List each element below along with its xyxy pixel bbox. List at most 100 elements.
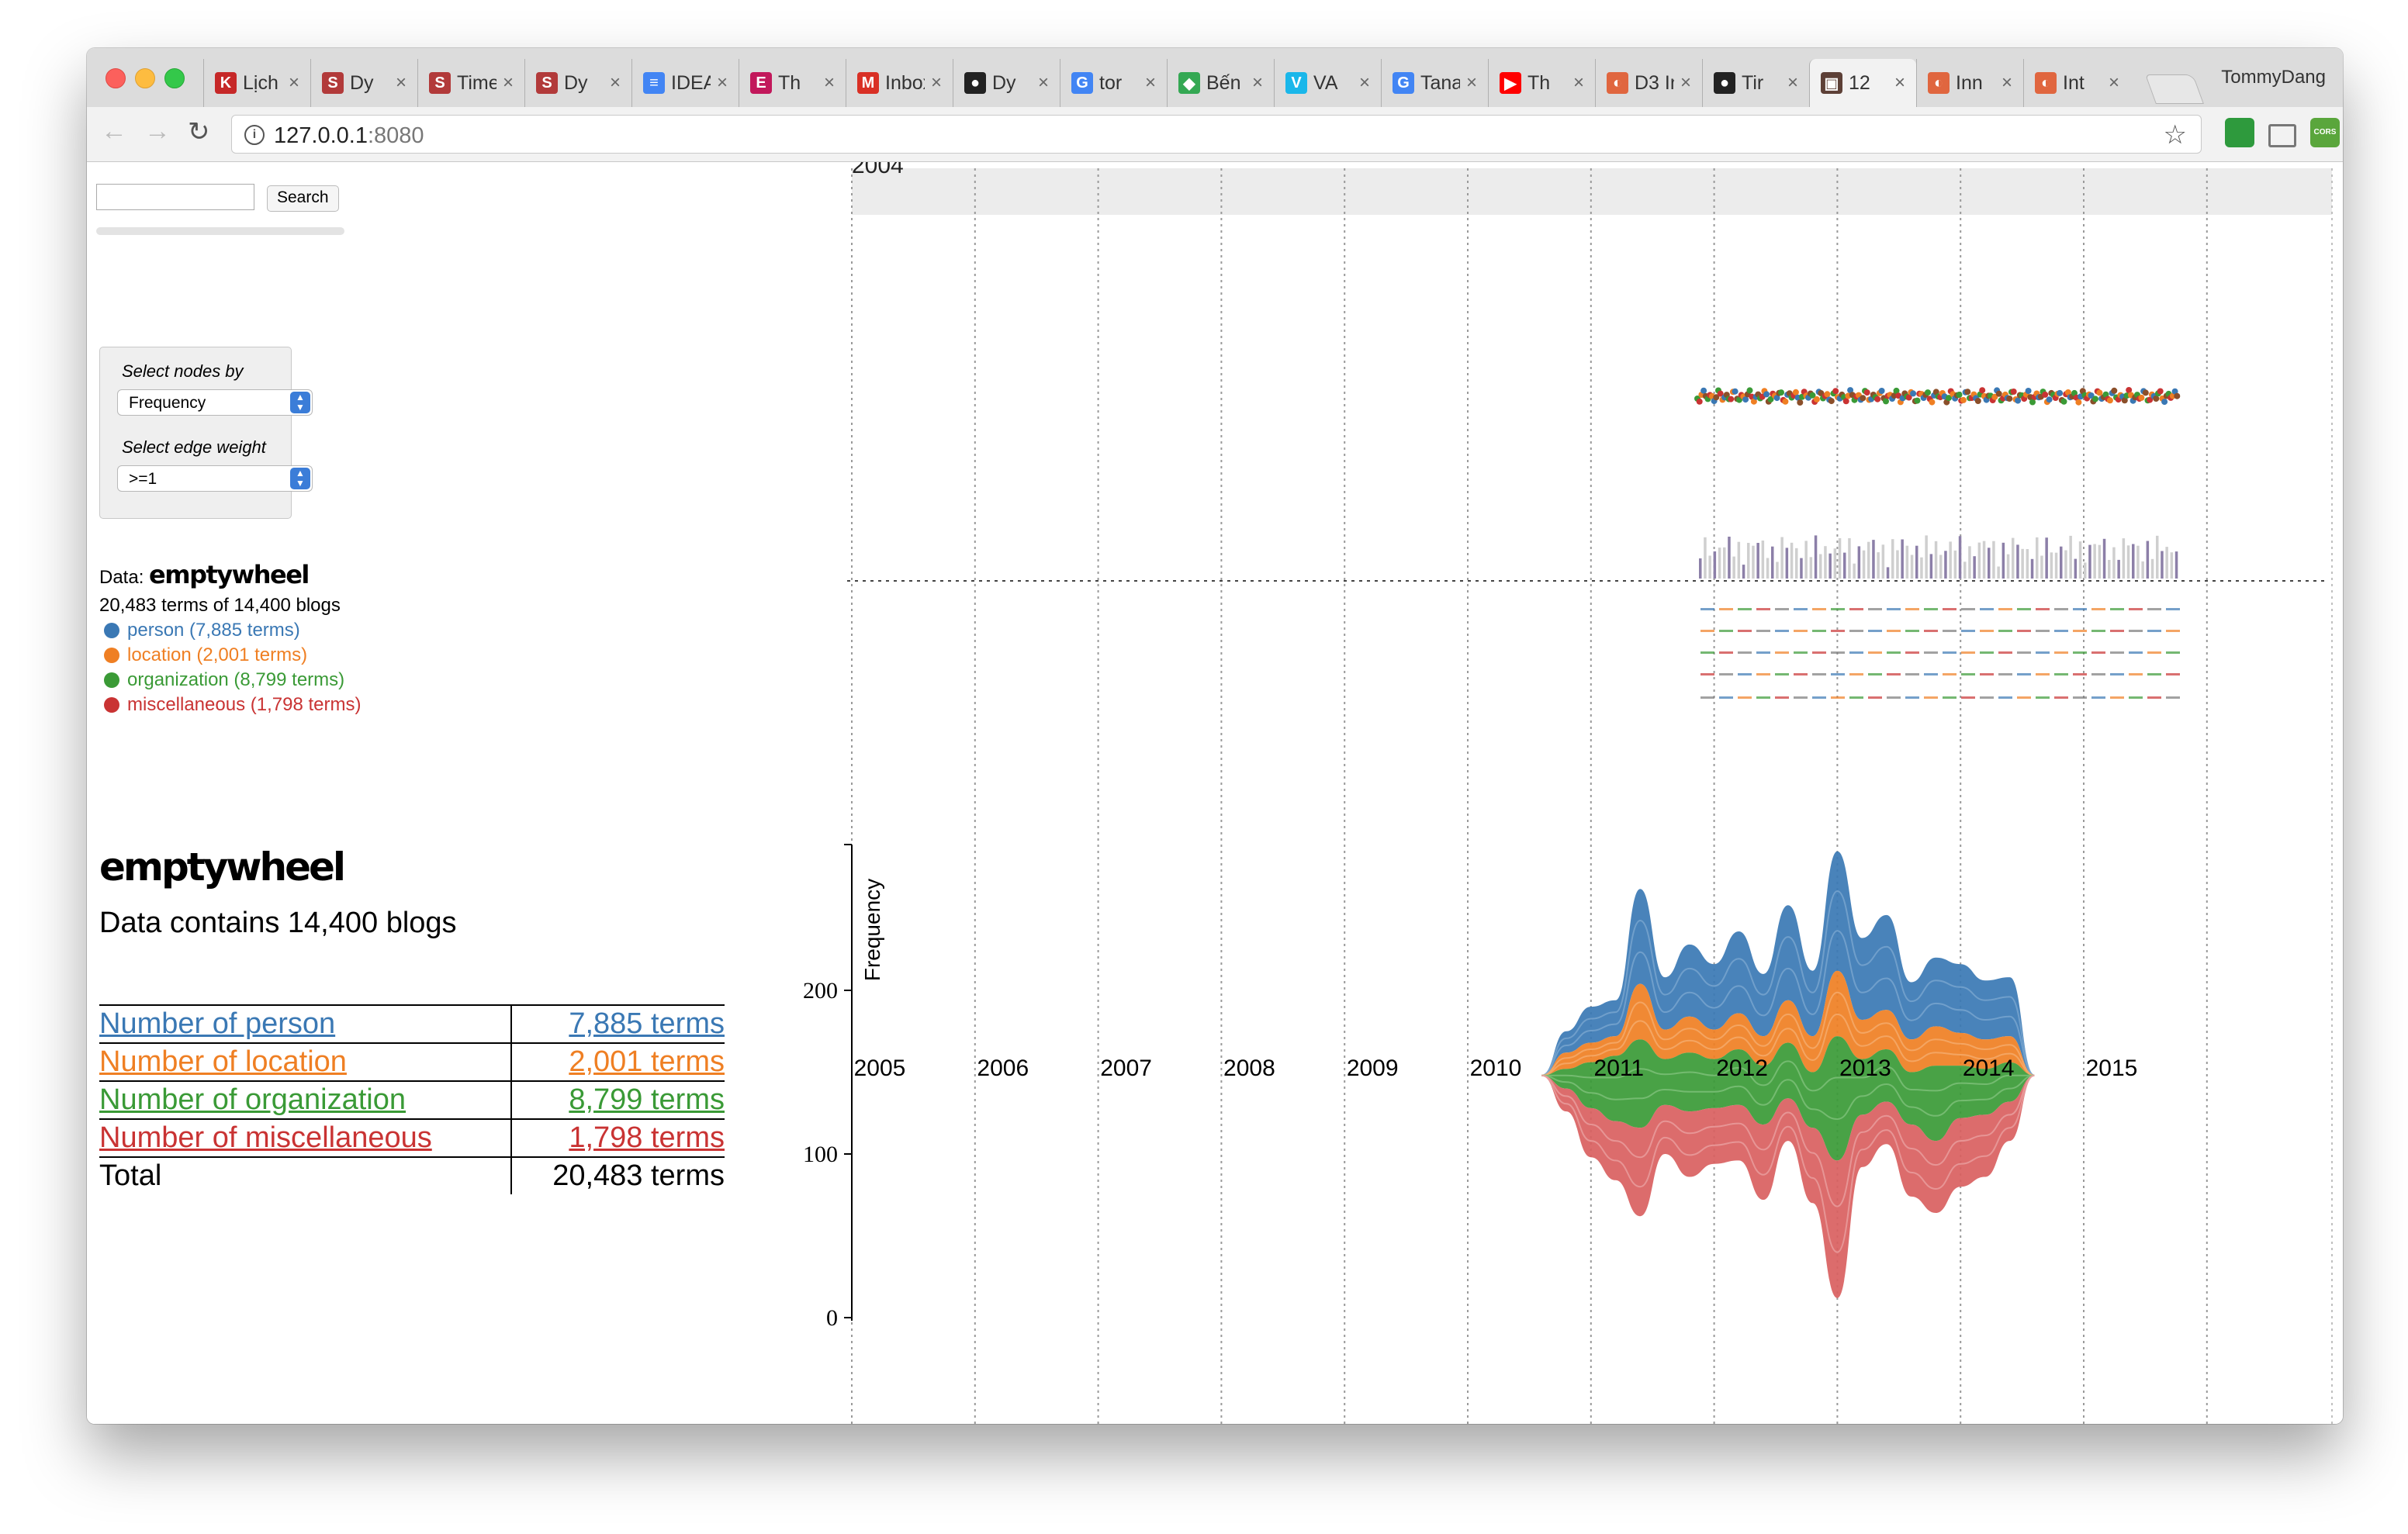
term-cluster[interactable] <box>1868 673 1882 675</box>
term-cluster[interactable] <box>1719 630 1733 632</box>
close-tab-icon[interactable]: × <box>930 72 942 93</box>
browser-tab[interactable]: ▣ 12 × <box>1809 59 1916 107</box>
term-cluster[interactable] <box>2073 608 2087 610</box>
term-cluster[interactable] <box>2147 630 2161 632</box>
network-node[interactable] <box>1809 392 1816 399</box>
term-cluster[interactable] <box>2017 696 2031 699</box>
network-node[interactable] <box>1946 395 1952 402</box>
network-node[interactable] <box>1732 388 1739 395</box>
term-cluster[interactable] <box>1998 673 2012 675</box>
network-node[interactable] <box>1717 390 1724 397</box>
term-cluster[interactable] <box>2054 696 2068 699</box>
term-cluster[interactable] <box>1849 630 1863 632</box>
term-cluster[interactable] <box>2110 651 2124 654</box>
browser-tab[interactable]: ▶ Th × <box>1488 59 1595 107</box>
browser-tab[interactable]: ◐ D3 In × <box>1595 59 1702 107</box>
term-cluster[interactable] <box>1943 696 1956 699</box>
reload-icon[interactable]: ↻ <box>188 117 210 147</box>
term-cluster[interactable] <box>1756 651 1770 654</box>
network-node[interactable] <box>2106 397 2113 404</box>
term-cluster[interactable] <box>2129 696 2143 699</box>
network-node[interactable] <box>2153 396 2160 402</box>
term-cluster[interactable] <box>2147 651 2161 654</box>
close-tab-icon[interactable]: × <box>2108 72 2119 93</box>
term-cluster[interactable] <box>1998 630 2012 632</box>
network-node[interactable] <box>1878 388 1885 394</box>
summary-label[interactable]: Number of miscellaneous <box>99 1118 512 1157</box>
network-node[interactable] <box>2142 389 2149 396</box>
network-node[interactable] <box>1956 392 1963 398</box>
term-cluster[interactable] <box>1775 630 1789 632</box>
term-cluster[interactable] <box>2036 630 2050 632</box>
term-cluster[interactable] <box>1719 673 1733 675</box>
term-cluster[interactable] <box>2147 696 2161 699</box>
network-node[interactable] <box>1778 389 1784 396</box>
close-window-button[interactable] <box>106 68 126 88</box>
network-node[interactable] <box>1728 396 1735 403</box>
term-cluster[interactable] <box>1924 608 1938 610</box>
network-node[interactable] <box>1782 398 1789 405</box>
term-cluster[interactable] <box>1868 696 1882 699</box>
network-node[interactable] <box>1910 390 1917 397</box>
stream-organization[interactable] <box>1541 1036 2035 1161</box>
term-cluster[interactable] <box>2129 651 2143 654</box>
term-cluster[interactable] <box>1980 696 1994 699</box>
close-tab-icon[interactable]: × <box>1037 72 1049 93</box>
close-tab-icon[interactable]: × <box>716 72 728 93</box>
term-cluster[interactable] <box>1775 651 1789 654</box>
term-cluster[interactable] <box>1998 696 2012 699</box>
network-node[interactable] <box>1883 398 1889 405</box>
term-cluster[interactable] <box>1887 673 1901 675</box>
term-cluster[interactable] <box>1887 651 1901 654</box>
term-cluster[interactable] <box>1943 673 1956 675</box>
info-icon[interactable]: i <box>244 125 265 145</box>
bookmark-star-icon[interactable]: ☆ <box>2163 120 2187 150</box>
term-cluster[interactable] <box>2054 651 2068 654</box>
term-cluster[interactable] <box>2091 696 2105 699</box>
term-cluster[interactable] <box>2147 608 2161 610</box>
term-cluster[interactable] <box>1756 673 1770 675</box>
network-node[interactable] <box>2096 389 2103 396</box>
term-cluster[interactable] <box>2073 630 2087 632</box>
term-cluster[interactable] <box>2129 673 2143 675</box>
network-node[interactable] <box>1767 396 1774 403</box>
term-cluster[interactable] <box>2091 651 2105 654</box>
network-node[interactable] <box>1893 387 1900 394</box>
network-node[interactable] <box>1813 396 1820 403</box>
term-cluster[interactable] <box>2166 673 2180 675</box>
term-cluster[interactable] <box>1924 696 1938 699</box>
term-cluster[interactable] <box>1831 608 1845 610</box>
network-node[interactable] <box>2075 399 2082 406</box>
network-node[interactable] <box>1974 398 1981 404</box>
browser-tab[interactable]: G Tanal× <box>1381 59 1488 107</box>
search-button[interactable]: Search <box>267 185 339 212</box>
network-node[interactable] <box>1929 399 1936 406</box>
term-cluster[interactable] <box>1980 673 1994 675</box>
network-node[interactable] <box>1750 398 1757 405</box>
term-cluster[interactable] <box>2073 696 2087 699</box>
term-cluster[interactable] <box>1924 630 1938 632</box>
term-cluster[interactable] <box>2091 630 2105 632</box>
browser-tab[interactable]: M Inbox× <box>846 59 953 107</box>
term-cluster[interactable] <box>1905 608 1919 610</box>
term-cluster[interactable] <box>2129 630 2143 632</box>
minimize-window-button[interactable] <box>135 68 155 88</box>
maximize-window-button[interactable] <box>164 68 185 88</box>
term-cluster[interactable] <box>1775 608 1789 610</box>
term-cluster[interactable] <box>1775 696 1789 699</box>
network-node[interactable] <box>1742 396 1749 403</box>
term-cluster[interactable] <box>1943 608 1956 610</box>
term-cluster[interactable] <box>2073 673 2087 675</box>
network-node[interactable] <box>2060 398 2067 405</box>
summary-value[interactable]: 8,799 terms <box>510 1080 725 1119</box>
summary-label[interactable]: Number of person <box>99 1004 512 1043</box>
legend-item[interactable]: miscellaneous (1,798 terms) <box>104 693 361 717</box>
term-cluster[interactable] <box>1700 630 1714 632</box>
close-tab-icon[interactable]: × <box>1894 72 1905 93</box>
browser-tab[interactable]: S Dy × <box>524 59 631 107</box>
profile-name[interactable]: TommyDang <box>2221 67 2326 88</box>
term-cluster[interactable] <box>1812 630 1826 632</box>
term-cluster[interactable] <box>1812 651 1826 654</box>
term-cluster[interactable] <box>1775 673 1789 675</box>
